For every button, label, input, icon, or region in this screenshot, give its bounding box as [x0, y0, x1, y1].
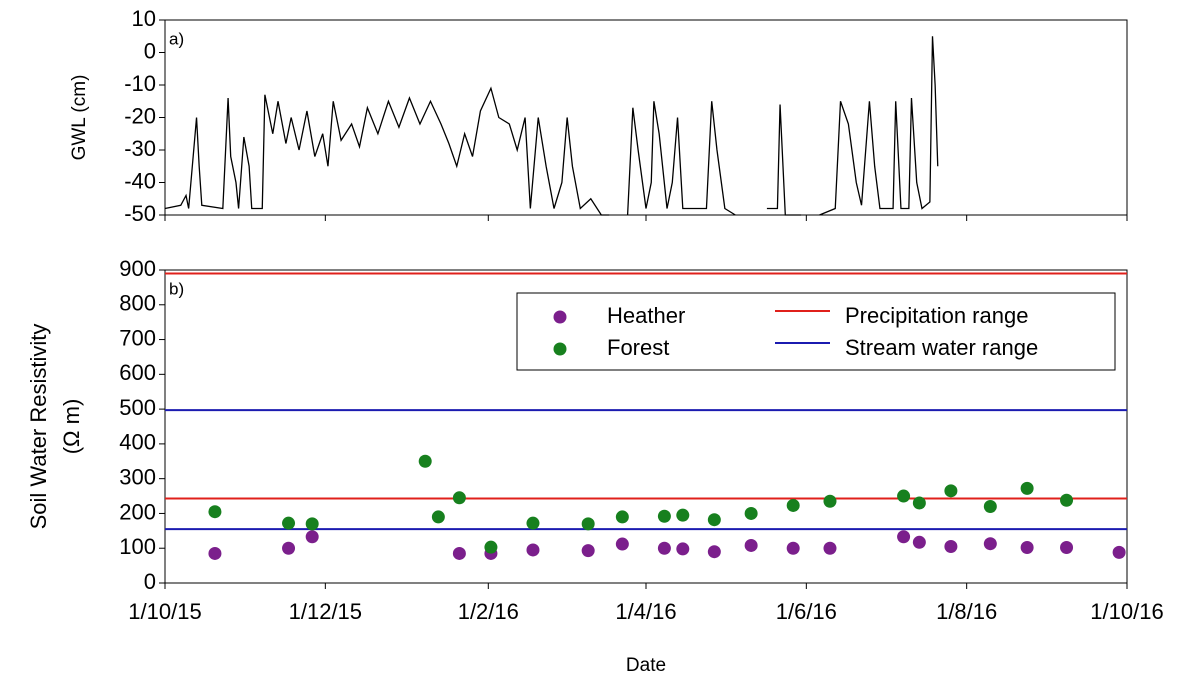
x-tick-label: 1/2/16 [458, 599, 519, 624]
y-tick-label: -10 [124, 71, 156, 96]
legend-label: Forest [607, 335, 669, 360]
y-tick-label: -20 [124, 103, 156, 128]
y-axis-label: Soil Water Resistivity (Ω m) [26, 324, 84, 530]
panel-label: a) [169, 29, 184, 48]
point [657, 509, 671, 523]
point [431, 510, 445, 524]
point [581, 544, 595, 558]
y-tick-label: 200 [119, 499, 156, 524]
point [452, 546, 466, 560]
y-tick-label: -50 [124, 201, 156, 226]
point [452, 491, 466, 505]
point [944, 539, 958, 553]
point [305, 530, 319, 544]
point [305, 517, 319, 531]
point [1020, 481, 1034, 495]
y-axis-label-line: (Ω m) [59, 399, 84, 455]
point [912, 496, 926, 510]
point [581, 517, 595, 531]
point [897, 530, 911, 544]
y-tick-label: 600 [119, 360, 156, 385]
point [707, 545, 721, 559]
x-tick-label: 1/10/16 [1090, 599, 1163, 624]
point [615, 510, 629, 524]
x-axis-label: Date [626, 655, 666, 676]
y-tick-label: 700 [119, 325, 156, 350]
point [897, 489, 911, 503]
point [983, 499, 997, 513]
point [707, 513, 721, 527]
legend-box [516, 292, 1116, 371]
legend-label: Stream water range [845, 335, 1038, 360]
y-tick-label: 300 [119, 464, 156, 489]
y-tick-label: -40 [124, 168, 156, 193]
point [1060, 493, 1074, 507]
legend-label: Precipitation range [845, 303, 1028, 328]
point [744, 506, 758, 520]
point [418, 454, 432, 468]
point [912, 535, 926, 549]
legend-label: Heather [607, 303, 685, 328]
point [823, 494, 837, 508]
panel-label: b) [169, 279, 184, 298]
point [657, 541, 671, 555]
point [484, 540, 498, 554]
y-tick-label: 100 [119, 534, 156, 559]
legend-marker [553, 342, 567, 356]
gwl-line [766, 104, 802, 216]
point [1020, 541, 1034, 555]
point [676, 542, 690, 556]
point [282, 516, 296, 530]
point [823, 541, 837, 555]
point [1060, 541, 1074, 555]
y-tick-label: 500 [119, 395, 156, 420]
point [526, 543, 540, 557]
gwl-line [164, 86, 610, 216]
x-tick-label: 1/6/16 [776, 599, 837, 624]
y-tick-label: -30 [124, 136, 156, 161]
point [526, 516, 540, 530]
x-tick-label: 1/10/15 [128, 599, 201, 624]
point [744, 538, 758, 552]
point [208, 505, 222, 519]
plot-frame [164, 19, 1128, 216]
x-tick-label: 1/4/16 [615, 599, 676, 624]
y-tick-label: 400 [119, 430, 156, 455]
point [983, 537, 997, 551]
point [615, 537, 629, 551]
point [944, 484, 958, 498]
y-tick-label: 800 [119, 291, 156, 316]
point [208, 546, 222, 560]
point [786, 498, 800, 512]
y-tick-label: 0 [144, 38, 156, 63]
point [1112, 545, 1126, 559]
y-axis-label-line: Soil Water Resistivity [26, 324, 51, 530]
legend-marker [553, 310, 567, 324]
gwl-line [626, 101, 736, 216]
point [786, 541, 800, 555]
y-axis-label: GWL (cm) [69, 75, 90, 161]
gwl-line [819, 36, 939, 216]
y-tick-label: 0 [144, 569, 156, 594]
point [282, 541, 296, 555]
y-tick-label: 900 [119, 256, 156, 281]
y-tick-label: 10 [132, 6, 156, 31]
x-tick-label: 1/12/15 [289, 599, 362, 624]
point [676, 508, 690, 522]
x-tick-label: 1/8/16 [936, 599, 997, 624]
